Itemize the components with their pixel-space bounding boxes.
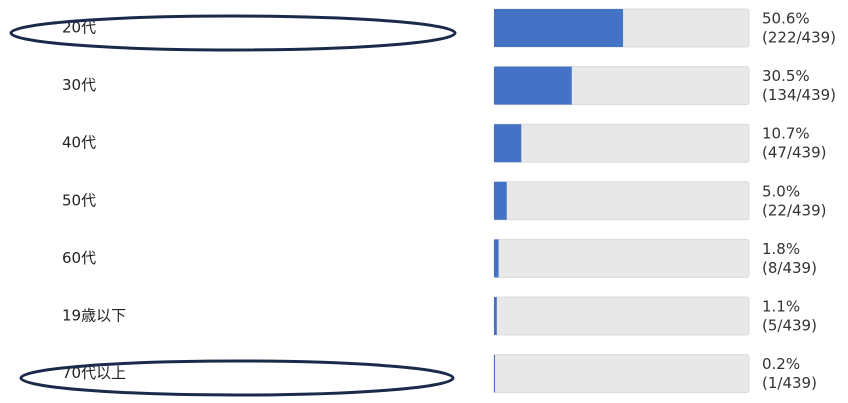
category-label: 30代 [62,76,96,94]
bar [494,124,522,163]
count-label: (5/439) [762,317,817,335]
count-label: (47/439) [762,144,826,162]
category-label: 70代以上 [62,364,126,382]
value-label: 1.1% [762,298,800,316]
value-label: 30.5% [762,67,810,85]
bar [494,181,507,220]
bars: 20代 50.6%(222/439) 30代 30.5%(134/439) 40代 10.… [62,8,836,394]
bar-track [493,296,750,336]
count-label: (22/439) [762,201,826,219]
bar [494,354,495,393]
bar [494,9,624,47]
category-label: 19歳以下 [62,307,126,325]
value-label: 1.8% [762,240,800,258]
bar [494,66,572,105]
category-label: 50代 [62,191,96,209]
bar-track [493,123,750,163]
bar-track [493,181,750,221]
bar [494,297,497,335]
bar-track [493,238,750,278]
bar-track [493,354,750,394]
category-label: 20代 [62,19,96,37]
count-label: (222/439) [762,29,836,47]
value-label: 50.6% [762,10,810,28]
count-label: (134/439) [762,86,836,104]
highlight-ellipse [9,14,457,52]
value-label: 0.2% [762,355,800,373]
highlight-ellipse [19,359,455,397]
count-label: (1/439) [762,374,817,392]
value-label: 5.0% [762,182,800,200]
category-label: 40代 [62,134,96,152]
category-label: 60代 [62,249,96,267]
value-label: 10.7% [762,125,810,143]
bar [494,239,499,278]
count-label: (8/439) [762,259,817,277]
